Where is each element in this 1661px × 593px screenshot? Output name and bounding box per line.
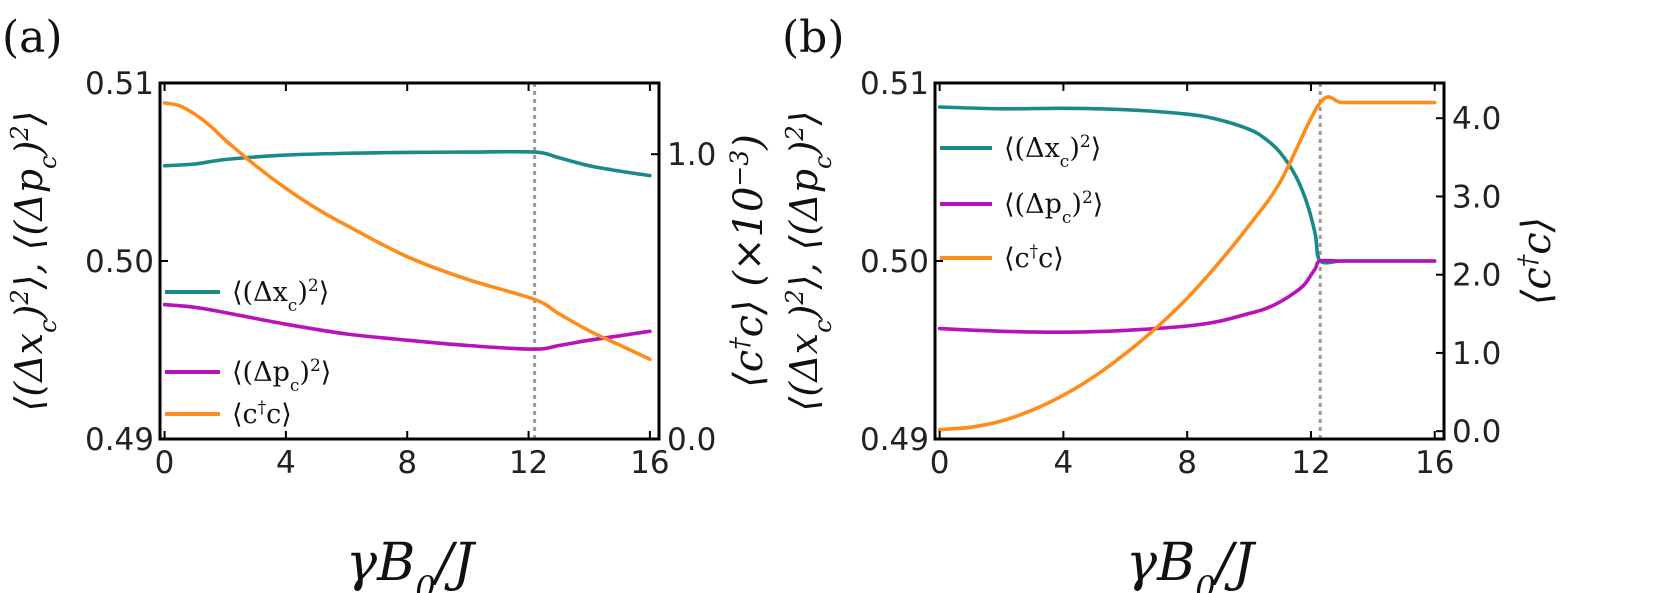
y-left-tick-label: 0.50 bbox=[85, 244, 154, 280]
legend-label: ⟨(Δxc)2⟩ bbox=[232, 276, 329, 316]
y-right-tick-label: 0.0 bbox=[1452, 414, 1501, 450]
x-tick-label: 0 bbox=[930, 445, 950, 481]
x-axis-label: γB0/J bbox=[346, 533, 477, 593]
y-axis-label-right: ⟨c†c⟩ bbox=[1513, 217, 1561, 306]
legend-label: ⟨c†c⟩ bbox=[1004, 242, 1064, 274]
legend-label: ⟨(Δpc)2⟩ bbox=[232, 356, 331, 396]
panel-label: (a) bbox=[2, 12, 63, 63]
x-tick-label: 12 bbox=[1291, 445, 1330, 481]
panel-a: 0 4 8 12 16 0.49 0.50 0.51 0.0 1.0 (a) γB0/J ⟨(Δxc)2… bbox=[2, 12, 772, 593]
legend-label: ⟨(Δxc)2⟩ bbox=[1004, 132, 1101, 172]
y-left-tick-label: 0.51 bbox=[860, 66, 929, 102]
y-left-tick-label: 0.49 bbox=[85, 422, 154, 458]
series-line-dp bbox=[937, 258, 1437, 335]
series-line-dp bbox=[162, 302, 652, 351]
y-left-tick-label: 0.51 bbox=[85, 66, 154, 102]
y-right-tick-label: 1.0 bbox=[1452, 336, 1501, 372]
y-axis-label-left: ⟨(Δxc)2⟩, ⟨(Δpc)2⟩ bbox=[781, 111, 837, 412]
y-right-tick-label: 4.0 bbox=[1452, 101, 1501, 137]
x-tick-label: 4 bbox=[1054, 445, 1074, 481]
y-right-tick-label: 0.0 bbox=[667, 422, 716, 458]
legend-label: ⟨(Δpc)2⟩ bbox=[1004, 188, 1103, 228]
y-right-tick-label: 3.0 bbox=[1452, 179, 1501, 215]
legend-label: ⟨c†c⟩ bbox=[232, 398, 292, 430]
x-tick-label: 12 bbox=[509, 445, 548, 481]
series-line-n bbox=[937, 95, 1437, 432]
y-left-tick-label: 0.50 bbox=[860, 244, 929, 280]
series-line-dx bbox=[162, 149, 652, 178]
series-line-n bbox=[162, 101, 652, 362]
y-right-tick-label: 1.0 bbox=[667, 137, 716, 173]
y-axis-label-right: ⟨c†c⟩ (×10−3) bbox=[725, 134, 773, 388]
x-tick-label: 16 bbox=[1415, 445, 1454, 481]
y-left-tick-label: 0.49 bbox=[860, 422, 929, 458]
x-axis-label: γB0/J bbox=[1126, 533, 1257, 593]
x-tick-label: 16 bbox=[630, 445, 669, 481]
x-tick-label: 8 bbox=[1177, 445, 1197, 481]
y-axis-label-left: ⟨(Δxc)2⟩, ⟨(Δpc)2⟩ bbox=[6, 111, 62, 412]
series-line-dx bbox=[937, 105, 1437, 265]
x-tick-label: 8 bbox=[397, 445, 417, 481]
panel-label: (b) bbox=[782, 12, 845, 63]
x-tick-label: 0 bbox=[155, 445, 175, 481]
panel-b: 0 4 8 12 16 0.49 0.50 0.51 0.0 1.0 2.0 3.0 4.0 (b) γB0… bbox=[781, 12, 1560, 593]
x-tick-label: 4 bbox=[276, 445, 296, 481]
y-right-tick-label: 2.0 bbox=[1452, 258, 1501, 294]
